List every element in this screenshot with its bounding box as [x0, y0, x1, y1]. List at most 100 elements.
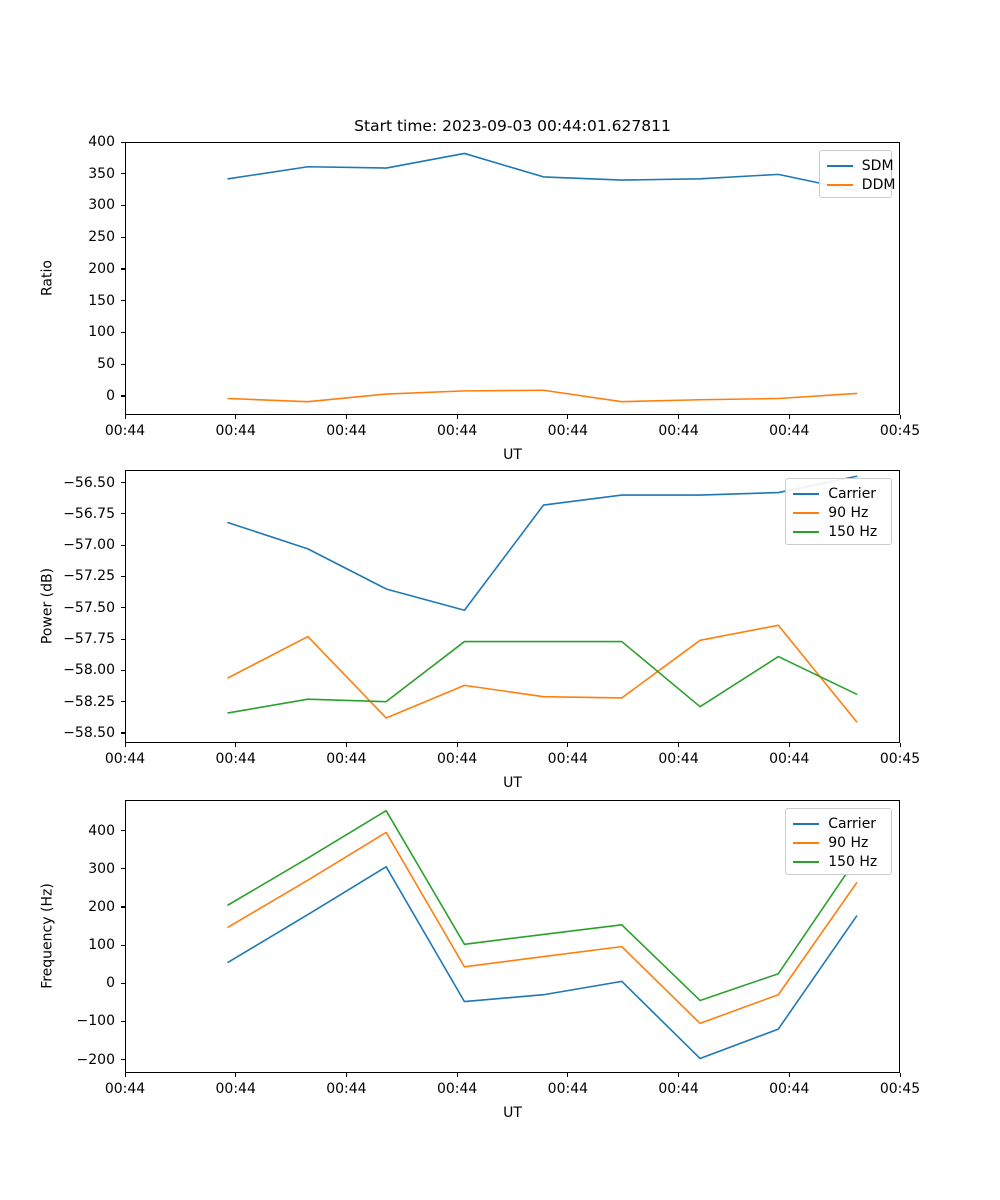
y-tick-mark [121, 830, 125, 832]
y-tick-label: 200 [88, 898, 115, 915]
x-tick-label: 00:44 [658, 751, 699, 767]
x-tick-mark [567, 415, 569, 419]
y-tick-mark [121, 868, 125, 870]
legend-item[interactable]: SDM [826, 156, 894, 175]
legend-color-swatch [793, 492, 820, 495]
y-tick-mark [121, 732, 125, 734]
y-tick-mark [121, 395, 125, 397]
x-axis-label: UT [503, 1105, 522, 1121]
legend-item[interactable]: 150 Hz [793, 852, 884, 871]
axes-frame [125, 470, 900, 743]
y-tick-mark [121, 236, 125, 238]
series-line-150-hz [227, 809, 858, 1002]
x-tick-mark [124, 1073, 126, 1077]
x-tick-mark [345, 1073, 348, 1077]
x-tick-mark [235, 1073, 237, 1077]
x-tick-label: 00:44 [658, 1081, 699, 1097]
y-tick-mark [121, 141, 125, 143]
y-tick-mark [121, 607, 125, 609]
x-tick-mark [899, 1073, 901, 1077]
x-tick-label: 00:44 [326, 1081, 367, 1097]
legend-item[interactable]: 150 Hz [793, 522, 884, 541]
y-tick-mark [121, 268, 125, 270]
y-tick-label: −57.50 [63, 599, 115, 616]
legend-color-swatch [793, 530, 820, 533]
y-tick-mark [121, 701, 125, 703]
legend-item[interactable]: 90 Hz [793, 833, 884, 852]
legend-label: 150 Hz [828, 523, 878, 540]
x-tick-label: 00:44 [326, 423, 367, 439]
legend-item[interactable]: Carrier [793, 814, 884, 833]
legend-item[interactable]: Carrier [793, 484, 884, 503]
legend[interactable]: Carrier 90 Hz 150 Hz [785, 808, 892, 875]
y-tick-label: −58.25 [63, 693, 115, 710]
x-tick-mark [235, 415, 237, 419]
y-tick-mark [121, 575, 125, 578]
legend-item[interactable]: 90 Hz [793, 503, 884, 522]
y-tick-label: −57.75 [63, 631, 115, 648]
y-tick-mark [121, 513, 125, 515]
legend-label: 150 Hz [828, 853, 878, 870]
x-tick-label: 00:44 [769, 423, 810, 439]
x-tick-label: 00:44 [769, 1081, 810, 1097]
y-tick-label: 100 [88, 324, 115, 341]
y-tick-label: −200 [76, 1051, 115, 1068]
x-tick-label: 00:44 [547, 751, 589, 767]
x-tick-label: 00:44 [104, 1081, 146, 1097]
x-tick-mark [345, 415, 348, 419]
y-tick-mark [121, 1020, 125, 1023]
y-tick-label: 250 [88, 229, 115, 246]
x-tick-mark [899, 743, 901, 747]
x-tick-mark [456, 415, 458, 419]
y-tick-label: −57.25 [63, 568, 115, 585]
x-tick-mark [567, 1073, 569, 1077]
x-tick-label: 00:45 [879, 1081, 921, 1097]
y-tick-label: 150 [88, 292, 115, 309]
y-tick-label: −58.50 [63, 724, 115, 741]
legend[interactable]: Carrier 90 Hz 150 Hz [785, 478, 892, 545]
y-tick-mark [121, 982, 125, 984]
x-tick-label: 00:44 [215, 1081, 256, 1097]
x-tick-label: 00:44 [326, 751, 367, 767]
series-line-90-hz [227, 831, 858, 1025]
legend-label: Carrier [828, 485, 877, 502]
x-tick-mark [124, 743, 126, 747]
x-tick-mark [235, 743, 237, 747]
x-tick-mark [567, 743, 569, 747]
y-tick-mark [121, 363, 125, 365]
legend-item[interactable]: DDM [826, 175, 895, 194]
x-tick-label: 00:44 [547, 423, 589, 439]
x-tick-label: 00:44 [547, 1081, 589, 1097]
x-tick-mark [678, 415, 680, 419]
x-tick-mark [678, 1073, 680, 1077]
figure-title: Start time: 2023-09-03 00:44:01.627811 [354, 117, 671, 135]
y-tick-mark [121, 544, 125, 546]
y-tick-label: 200 [88, 260, 115, 277]
x-tick-label: 00:45 [879, 423, 921, 439]
legend-color-swatch [826, 164, 853, 167]
y-tick-mark [121, 331, 125, 334]
x-tick-label: 00:44 [436, 1081, 478, 1097]
legend-color-swatch [793, 511, 820, 514]
series-line-150-hz [227, 640, 858, 714]
legend-color-swatch [793, 822, 820, 825]
legend-label: DDM [861, 176, 896, 193]
x-tick-mark [345, 743, 348, 747]
y-tick-label: −100 [76, 1013, 115, 1030]
y-tick-label: −56.75 [63, 505, 115, 522]
legend[interactable]: SDM DDM [818, 150, 895, 198]
y-tick-label: 400 [88, 822, 115, 839]
y-tick-mark [121, 482, 125, 484]
series-line-sdm [227, 152, 858, 192]
series-line-carrier [227, 866, 858, 1060]
legend-label: Carrier [828, 815, 877, 832]
x-tick-label: 00:44 [436, 423, 478, 439]
legend-color-swatch [793, 841, 820, 844]
